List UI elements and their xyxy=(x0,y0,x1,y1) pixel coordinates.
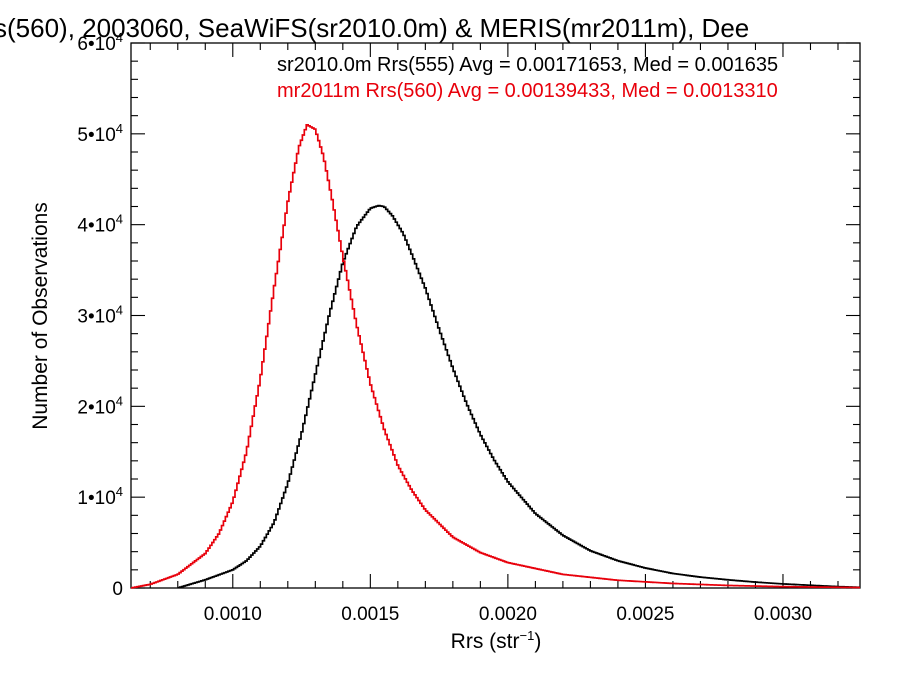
chart-title: s(560), 2003060, SeaWiFS(sr2010.0m) & ME… xyxy=(0,13,749,43)
y-tick-label: 3•104 xyxy=(77,303,123,328)
plot-frame xyxy=(130,42,861,589)
plot-area-border xyxy=(130,42,861,589)
x-tick-label: 0.0025 xyxy=(616,604,674,625)
y-tick-label: 2•104 xyxy=(77,393,123,418)
y-tick-label: 1•104 xyxy=(77,484,123,509)
legend-entry-1: sr2010.0m Rrs(555) Avg = 0.00171653, Med… xyxy=(277,54,778,76)
y-tick-label: 6•104 xyxy=(77,30,123,55)
y-tick-label: 4•104 xyxy=(77,212,123,237)
y-axis-ticks: 0 1•104 2•104 3•104 4•104 5•104 6•104 xyxy=(77,30,860,600)
x-tick-label: 0.0020 xyxy=(479,604,537,625)
x-tick-label: 0.0010 xyxy=(204,604,262,625)
series-line-1 xyxy=(177,204,861,589)
legend: sr2010.0m Rrs(555) Avg = 0.00171653, Med… xyxy=(277,54,778,102)
x-axis-label: Rrs (str−1) xyxy=(451,628,542,653)
x-tick-label: 0.0030 xyxy=(754,604,812,625)
x-axis-ticks: 0.0010 0.0015 0.0020 0.0025 0.0030 xyxy=(149,43,839,625)
x-tick-label: 0.0015 xyxy=(341,604,399,625)
y-tick-label: 0 xyxy=(112,579,123,600)
series-lines xyxy=(131,123,861,589)
series-line-2 xyxy=(131,123,860,589)
y-tick-label: 5•104 xyxy=(77,121,123,146)
legend-entry-2: mr2011m Rrs(560) Avg = 0.00139433, Med =… xyxy=(277,80,778,102)
y-axis-label: Number of Observations xyxy=(29,202,52,430)
